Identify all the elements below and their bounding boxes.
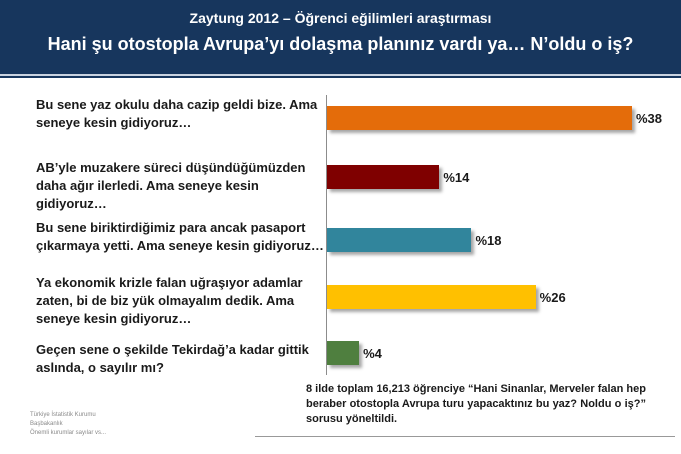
chart-title: Hani şu otostopla Avrupa’yı dolaşma plan…	[47, 34, 634, 54]
category-label-2: AB’yle muzakere süreci düşündüğümüzden d…	[36, 160, 306, 211]
bar-4	[327, 285, 536, 309]
bar-5	[327, 341, 360, 365]
category-label-3: Bu sene biriktirdiğimiz para ancak pasap…	[36, 220, 324, 253]
source-item-3: Önemli kurumlar sayılar vs...	[30, 430, 107, 436]
value-label-3: %18	[475, 233, 502, 248]
category-axis	[326, 95, 327, 375]
source-item-1: Türkiye İstatistik Kurumu	[30, 412, 96, 418]
category-label-1: Bu sene yaz okulu daha cazip geldi bize.…	[36, 97, 318, 130]
chart-subtitle: Zaytung 2012 – Öğrenci eğilimleri araştı…	[189, 10, 492, 26]
value-label-1: %38	[636, 111, 663, 126]
header-divider	[0, 74, 681, 76]
survey-note: 8 ilde toplam 16,213 öğrenciye “Hani Sin…	[306, 383, 646, 425]
bar-3	[327, 228, 472, 252]
bar-1	[327, 106, 632, 130]
value-label-5: %4	[363, 346, 382, 361]
bar-2	[327, 165, 440, 189]
footer-divider	[255, 436, 675, 437]
header-banner: Zaytung 2012 – Öğrenci eğilimleri araştı…	[0, 0, 681, 78]
source-item-2: Başbakanlık	[30, 421, 63, 427]
category-label-5: Geçen sene o şekilde Tekirdağ’a kadar gi…	[36, 342, 309, 375]
value-label-4: %26	[539, 290, 566, 305]
category-label-4: Ya ekonomik krizle falan uğraşıyor adaml…	[36, 275, 303, 326]
source-list: Türkiye İstatistik Kurumu Başbakanlık Ön…	[30, 411, 106, 438]
value-label-2: %14	[443, 170, 470, 185]
